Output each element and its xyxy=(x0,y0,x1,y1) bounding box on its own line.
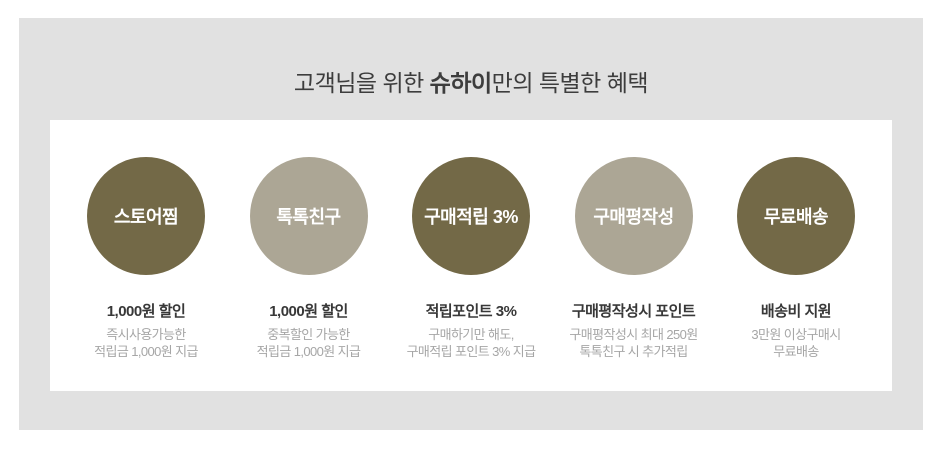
benefit-desc-line2: 무료배송 xyxy=(773,344,819,359)
benefits-panel: 고객님을 위한 슈하이만의 특별한 혜택 스토어찜 1,000원 할인 즉시사용… xyxy=(19,18,923,430)
benefit-item-store-wish: 스토어찜 1,000원 할인 즉시사용가능한 적립금 1,000원 지급 xyxy=(65,120,228,391)
benefit-circle-label: 구매평작성 xyxy=(593,207,674,227)
benefit-desc-line1: 구매하기만 해도, xyxy=(428,327,514,342)
title-suffix: 만의 특별한 혜택 xyxy=(491,70,649,96)
benefit-desc-line2: 적립금 1,000원 지급 xyxy=(94,344,198,359)
title-prefix: 고객님을 위한 xyxy=(293,70,430,96)
benefit-desc-line1: 구매평작성시 최대 250원 xyxy=(569,327,698,342)
benefit-desc-line1: 중복할인 가능한 xyxy=(267,327,350,342)
benefit-circle: 톡톡친구 xyxy=(249,157,368,275)
benefit-circle-label: 무료배송 xyxy=(763,207,829,227)
benefits-card: 스토어찜 1,000원 할인 즉시사용가능한 적립금 1,000원 지급 톡톡친… xyxy=(50,120,892,391)
benefit-title: 적립포인트 3% xyxy=(425,303,517,320)
benefit-circle: 구매평작성 xyxy=(574,157,693,275)
benefit-circle-label: 톡톡친구 xyxy=(276,207,341,227)
benefit-item-free-shipping: 무료배송 배송비 지원 3만원 이상구매시 무료배송 xyxy=(715,120,878,391)
benefit-circle-label: 스토어찜 xyxy=(113,207,179,227)
benefit-desc-line2: 구매적립 포인트 3% 지급 xyxy=(406,344,536,359)
benefit-description: 중복할인 가능한 적립금 1,000원 지급 xyxy=(227,326,390,360)
benefit-description: 구매평작성시 최대 250원 톡톡친구 시 추가적립 xyxy=(552,326,715,360)
benefit-desc-line2: 적립금 1,000원 지급 xyxy=(256,344,361,359)
title-brand: 슈하이 xyxy=(429,70,492,96)
page-title: 고객님을 위한 슈하이만의 특별한 혜택 xyxy=(19,18,923,96)
benefit-title: 1,000원 할인 xyxy=(106,303,186,320)
benefit-circle: 구매적립 3% xyxy=(412,157,530,275)
benefit-description: 구매하기만 해도, 구매적립 포인트 3% 지급 xyxy=(390,326,553,360)
benefit-desc-line1: 즉시사용가능한 xyxy=(106,327,186,342)
benefit-item-review-points: 구매평작성 구매평작성시 포인트 구매평작성시 최대 250원 톡톡친구 시 추… xyxy=(552,120,715,391)
benefit-circle: 스토어찜 xyxy=(87,157,205,275)
benefit-description: 3만원 이상구매시 무료배송 xyxy=(715,326,878,360)
benefit-item-purchase-points: 구매적립 3% 적립포인트 3% 구매하기만 해도, 구매적립 포인트 3% 지… xyxy=(390,120,553,391)
benefit-description: 즉시사용가능한 적립금 1,000원 지급 xyxy=(65,326,228,360)
benefit-title: 1,000원 할인 xyxy=(269,303,348,320)
benefit-circle: 무료배송 xyxy=(737,157,855,275)
benefit-title: 구매평작성시 포인트 xyxy=(571,303,696,320)
benefit-title: 배송비 지원 xyxy=(760,303,832,320)
benefit-desc-line1: 3만원 이상구매시 xyxy=(751,327,841,342)
benefit-desc-line2: 톡톡친구 시 추가적립 xyxy=(579,344,688,359)
benefit-item-talk-friend: 톡톡친구 1,000원 할인 중복할인 가능한 적립금 1,000원 지급 xyxy=(227,120,390,391)
benefit-circle-label: 구매적립 3% xyxy=(424,207,518,227)
